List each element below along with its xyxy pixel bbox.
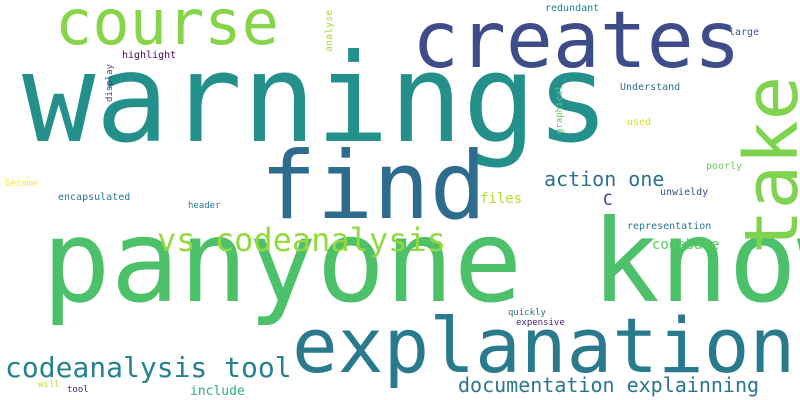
word-quickly: quickly: [508, 308, 546, 318]
word-analyse: analyse: [324, 9, 335, 52]
word-became: became: [5, 179, 38, 189]
word-poorly: poorly: [706, 161, 743, 172]
word-display: display: [105, 64, 115, 102]
word-take: take: [729, 75, 800, 254]
word-documentation-explainning: documentation explainning: [458, 373, 760, 397]
word-encapsulated: encapsulated: [58, 192, 131, 203]
word-understand: Understand: [620, 82, 681, 93]
word-graphical: graphical: [555, 85, 565, 134]
word-highlight: highlight: [122, 50, 177, 61]
word-codebase: codebase: [652, 237, 720, 253]
word-c: C: [603, 190, 613, 209]
word-warnings: warnings: [22, 28, 610, 170]
word-panyone-know: panyone know: [42, 195, 800, 328]
word-redundant: redundant: [545, 3, 600, 14]
word-unwieldy: unwieldy: [660, 187, 709, 198]
word-expensive: expensive: [516, 318, 565, 328]
word-creates: creates: [412, 0, 741, 86]
word-explanation: explanation: [292, 301, 796, 390]
word-include: include: [190, 384, 245, 399]
word-will: will: [38, 380, 60, 390]
word-vs-codeanalysis: vs codeanalysis: [157, 221, 446, 259]
word-action-one: action one: [544, 167, 665, 191]
word-files: files: [480, 191, 523, 207]
word-used: used: [627, 117, 652, 128]
word-course: course: [55, 0, 279, 59]
word-large: large: [729, 27, 760, 38]
word-codeanalysis-tool: codeanalysis tool: [5, 351, 292, 384]
word-find: find: [260, 132, 487, 241]
word-tool: tool: [67, 385, 89, 395]
word-representation: representation: [627, 221, 712, 232]
word-header: header: [188, 201, 221, 211]
